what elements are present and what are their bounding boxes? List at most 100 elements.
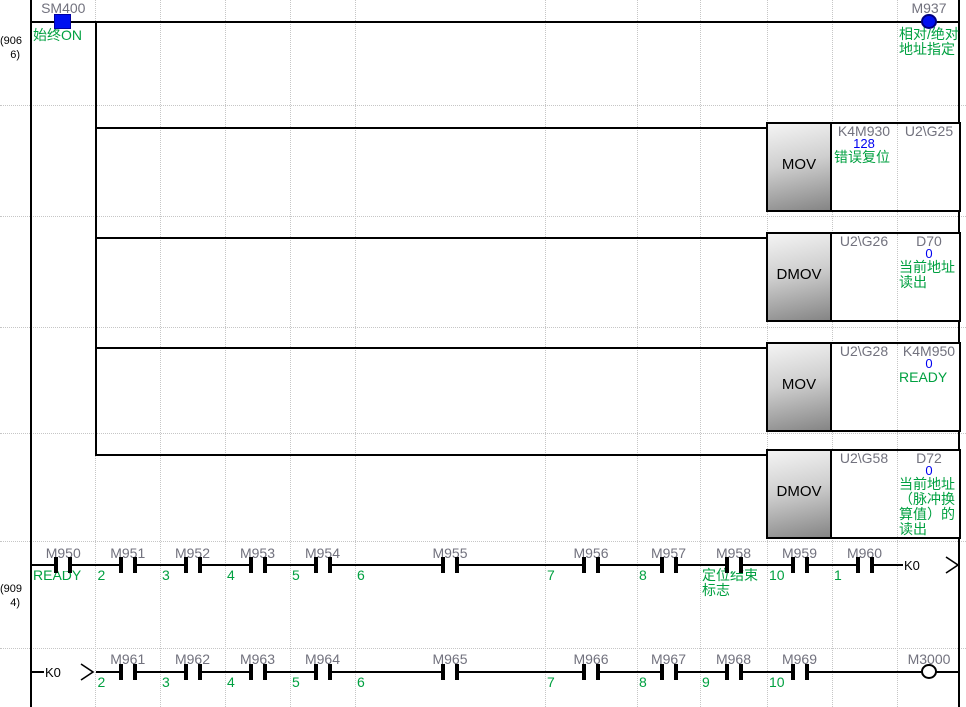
- contact-bar: [313, 557, 318, 573]
- contact-comment: 4: [227, 567, 235, 583]
- coil-symbol: [921, 664, 937, 679]
- branch-wire: [95, 237, 767, 239]
- block-divider: [896, 234, 898, 320]
- operand-value: 128: [853, 136, 875, 151]
- coil-m3000[interactable]: [920, 663, 938, 681]
- contact-bar: [132, 664, 137, 680]
- contact-m966[interactable]: [581, 663, 601, 681]
- contact-label: M965: [432, 651, 468, 667]
- block-divider: [896, 344, 898, 430]
- contact-bar: [659, 664, 664, 680]
- contact-label: M955: [432, 545, 468, 561]
- step-number: 6): [10, 49, 20, 61]
- contact-gap: [794, 559, 805, 571]
- contact-gap: [728, 666, 739, 678]
- contact-comment: 8: [639, 674, 647, 690]
- step-number: (906: [0, 35, 23, 47]
- operand-device: D72: [916, 450, 942, 466]
- contact-label: M957: [650, 545, 687, 561]
- branch-wire: [95, 127, 767, 129]
- contact-gap: [122, 559, 133, 571]
- contact-m953[interactable]: [248, 556, 268, 574]
- contact-label: M963: [239, 651, 276, 667]
- grid-line-horizontal: [0, 327, 966, 328]
- contact-m954[interactable]: [313, 556, 333, 574]
- grid-line-vertical: [636, 0, 638, 707]
- contact-bar: [197, 664, 202, 680]
- contact-sm400[interactable]: [53, 13, 73, 31]
- contact-m959[interactable]: [790, 556, 810, 574]
- contact-bar: [455, 557, 459, 573]
- contact-bar: [132, 557, 137, 573]
- operand-comment: 当前地址（脉冲换算值）的读出: [899, 476, 955, 537]
- contact-label: M952: [174, 545, 211, 561]
- contact-m964[interactable]: [313, 663, 333, 681]
- contact-m962[interactable]: [183, 663, 203, 681]
- contact-m969[interactable]: [790, 663, 810, 681]
- contact-bar: [724, 557, 729, 573]
- contact-gap: [317, 666, 328, 678]
- contact-label: M956: [573, 545, 609, 561]
- contact-gap: [859, 559, 870, 571]
- rung-wire: [96, 671, 959, 673]
- operand-comment: 当前地址读出: [899, 259, 955, 290]
- contact-bar: [455, 664, 459, 680]
- continuation-label: K0: [45, 665, 61, 680]
- instruction-label: DMOV: [776, 265, 822, 283]
- contact-m963[interactable]: [248, 663, 268, 681]
- contact-comment: 7: [547, 567, 555, 583]
- contact-m968[interactable]: [724, 663, 744, 681]
- contact-gap: [187, 559, 198, 571]
- contact-m965[interactable]: [440, 663, 460, 681]
- contact-m951[interactable]: [118, 556, 138, 574]
- contact-bar: [327, 664, 332, 680]
- contact-bar: [54, 557, 59, 573]
- contact-bar: [855, 557, 860, 573]
- contact-m961[interactable]: [118, 663, 138, 681]
- contact-m960[interactable]: [855, 556, 875, 574]
- contact-m967[interactable]: [659, 663, 679, 681]
- contact-gap: [794, 666, 805, 678]
- contact-m956[interactable]: [581, 556, 601, 574]
- grid-line-horizontal: [0, 105, 966, 106]
- contact-bar: [313, 664, 318, 680]
- contact-label: M954: [304, 545, 341, 561]
- energized-state-square: [54, 14, 72, 29]
- contact-gap: [586, 666, 596, 678]
- instruction-label: MOV: [781, 155, 817, 173]
- contact-gap: [445, 559, 455, 571]
- contact-label: M966: [573, 651, 609, 667]
- contact-comment: 10: [769, 674, 785, 690]
- contact-comment: 3: [162, 567, 170, 583]
- contact-label: M960: [846, 545, 883, 561]
- operand-device: D70: [916, 233, 942, 249]
- operand-comment: READY: [899, 369, 948, 385]
- coil-m937[interactable]: [920, 13, 938, 31]
- grid-line-horizontal: [0, 433, 966, 434]
- contact-m957[interactable]: [659, 556, 679, 574]
- contact-bar: [262, 664, 267, 680]
- contact-label: M969: [781, 651, 818, 667]
- contact-bar: [790, 664, 795, 680]
- coil-label: M937: [911, 0, 947, 16]
- contact-m950[interactable]: [53, 556, 73, 574]
- contact-m955[interactable]: [440, 556, 460, 574]
- instruction-box: [766, 449, 832, 539]
- contact-gap: [58, 559, 69, 571]
- contact-bar: [118, 557, 123, 573]
- contact-bar: [582, 664, 586, 680]
- contact-label: M959: [781, 545, 818, 561]
- contact-comment: 3: [162, 674, 170, 690]
- contact-label: M958: [715, 545, 752, 561]
- contact-m958[interactable]: [724, 556, 744, 574]
- contact-bar: [582, 557, 586, 573]
- left-power-rail: [30, 0, 32, 707]
- coil-label: M3000: [907, 651, 951, 667]
- contact-m952[interactable]: [183, 556, 203, 574]
- contact-label: M953: [239, 545, 276, 561]
- contact-comment: 6: [357, 674, 365, 690]
- operand-value: 0: [925, 246, 933, 261]
- branch-wire: [95, 347, 767, 349]
- contact-label: SM400: [41, 0, 86, 16]
- contact-bar: [327, 557, 332, 573]
